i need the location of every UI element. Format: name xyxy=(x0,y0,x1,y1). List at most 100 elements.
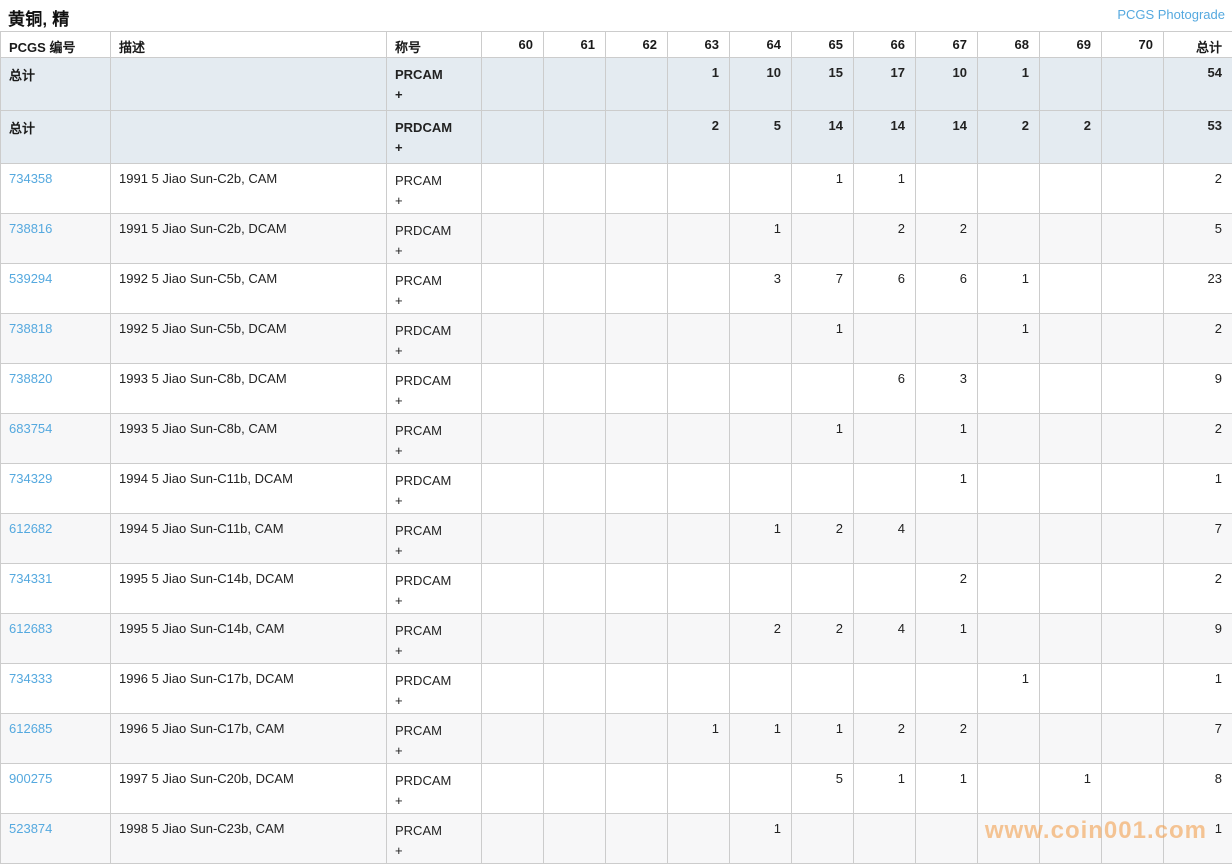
pcgs-number-link[interactable]: 738816 xyxy=(9,221,53,236)
grade-count-cell: 2 xyxy=(915,563,978,614)
coin-row: 612683 1995 5 Jiao Sun-C14b, CAM PRCAM +… xyxy=(0,613,1232,664)
grade-count-cell: 1 xyxy=(729,513,792,564)
grade-count-cell xyxy=(481,613,544,664)
grade-count-cell xyxy=(1101,613,1164,664)
pcgs-number-link[interactable]: 738818 xyxy=(9,321,53,336)
pcgs-number-link[interactable]: 734329 xyxy=(9,471,53,486)
grade-count-cell xyxy=(1101,110,1164,164)
total-count-cell: 2 xyxy=(1163,413,1232,464)
pcgs-number-link[interactable]: 683754 xyxy=(9,421,53,436)
grade-count-cell xyxy=(481,563,544,614)
total-row-designation: PRCAM + xyxy=(386,57,482,111)
grade-count-cell: 1 xyxy=(791,713,854,764)
grade-count-cell: 17 xyxy=(853,57,916,111)
total-count-cell: 1 xyxy=(1163,463,1232,514)
coin-row: 734358 1991 5 Jiao Sun-C2b, CAM PRCAM + … xyxy=(0,163,1232,214)
grade-count-cell: 6 xyxy=(853,363,916,414)
grade-count-cell xyxy=(1101,363,1164,414)
coin-designation: PRDCAM + xyxy=(386,313,482,364)
coin-description: 1998 5 Jiao Sun-C23b, CAM xyxy=(110,813,387,864)
pcgs-number-link[interactable]: 539294 xyxy=(9,271,53,286)
grade-count-cell xyxy=(543,57,606,111)
pcgs-number-link[interactable]: 734358 xyxy=(9,171,53,186)
col-header-grade-60: 60 xyxy=(481,31,544,58)
grade-count-cell xyxy=(667,163,730,214)
grade-count-cell xyxy=(1101,813,1164,864)
grade-count-cell xyxy=(605,263,668,314)
coin-designation: PRDCAM + xyxy=(386,663,482,714)
pcgs-number-link[interactable]: 612683 xyxy=(9,621,53,636)
grade-count-cell: 4 xyxy=(853,513,916,564)
grade-count-cell xyxy=(1039,713,1102,764)
grade-count-cell xyxy=(1039,463,1102,514)
grade-count-cell xyxy=(1101,513,1164,564)
coin-designation: PRCAM + xyxy=(386,263,482,314)
coin-row: 738820 1993 5 Jiao Sun-C8b, DCAM PRDCAM … xyxy=(0,363,1232,414)
col-header-total: 总计 xyxy=(1163,31,1232,58)
col-header-grade-65: 65 xyxy=(791,31,854,58)
pcgs-number-link[interactable]: 738820 xyxy=(9,371,53,386)
grade-count-cell xyxy=(1101,413,1164,464)
grade-count-cell xyxy=(853,563,916,614)
coin-designation: PRDCAM + xyxy=(386,563,482,614)
pcgs-number-link[interactable]: 612682 xyxy=(9,521,53,536)
total-count-cell: 2 xyxy=(1163,563,1232,614)
grade-count-cell: 1 xyxy=(915,463,978,514)
pcgs-number-link[interactable]: 612685 xyxy=(9,721,53,736)
grade-count-cell xyxy=(977,463,1040,514)
grade-count-cell xyxy=(977,613,1040,664)
coin-description: 1994 5 Jiao Sun-C11b, CAM xyxy=(110,513,387,564)
coin-row: 683754 1993 5 Jiao Sun-C8b, CAM PRCAM + … xyxy=(0,413,1232,464)
pcgs-number-link[interactable]: 900275 xyxy=(9,771,53,786)
grade-count-cell xyxy=(543,763,606,814)
grade-count-cell: 2 xyxy=(729,613,792,664)
grade-count-cell: 2 xyxy=(853,213,916,264)
grade-count-cell xyxy=(605,413,668,464)
col-header-grade-67: 67 xyxy=(915,31,978,58)
grade-count-cell xyxy=(729,163,792,214)
grade-count-cell: 2 xyxy=(977,110,1040,164)
grade-count-cell xyxy=(481,163,544,214)
grade-count-cell xyxy=(1039,313,1102,364)
grade-count-cell xyxy=(481,110,544,164)
grade-count-cell: 10 xyxy=(729,57,792,111)
coin-description: 1995 5 Jiao Sun-C14b, DCAM xyxy=(110,563,387,614)
grade-count-cell xyxy=(1101,763,1164,814)
grade-count-cell xyxy=(667,463,730,514)
grade-count-cell: 2 xyxy=(791,513,854,564)
col-header-grade-68: 68 xyxy=(977,31,1040,58)
grade-count-cell: 3 xyxy=(915,363,978,414)
grade-count-cell xyxy=(915,313,978,364)
grade-count-cell xyxy=(1101,563,1164,614)
coin-designation: PRCAM + xyxy=(386,613,482,664)
grade-count-cell xyxy=(1039,263,1102,314)
coin-row: 734331 1995 5 Jiao Sun-C14b, DCAM PRDCAM… xyxy=(0,563,1232,614)
grade-count-cell: 14 xyxy=(853,110,916,164)
grade-count-cell xyxy=(1039,163,1102,214)
grade-count-cell: 1 xyxy=(977,663,1040,714)
grade-count-cell xyxy=(1039,613,1102,664)
pcgs-number-link[interactable]: 734333 xyxy=(9,671,53,686)
grade-count-cell xyxy=(543,813,606,864)
grade-count-cell xyxy=(729,413,792,464)
coin-designation: PRDCAM + xyxy=(386,213,482,264)
grade-count-cell xyxy=(481,413,544,464)
photograde-link[interactable]: PCGS Photograde xyxy=(1117,7,1225,22)
grade-count-cell xyxy=(543,463,606,514)
grade-count-cell xyxy=(543,713,606,764)
grade-count-cell: 15 xyxy=(791,57,854,111)
grade-count-cell xyxy=(667,363,730,414)
pcgs-number-link[interactable]: 523874 xyxy=(9,821,53,836)
grade-count-cell: 1 xyxy=(977,313,1040,364)
grade-count-cell xyxy=(1039,57,1102,111)
grade-count-cell xyxy=(977,713,1040,764)
grade-count-cell xyxy=(1039,563,1102,614)
pcgs-number-link[interactable]: 734331 xyxy=(9,571,53,586)
grade-count-cell xyxy=(605,463,668,514)
grade-count-cell xyxy=(667,413,730,464)
grade-count-cell: 7 xyxy=(791,263,854,314)
total-count-cell: 2 xyxy=(1163,313,1232,364)
coin-description: 1996 5 Jiao Sun-C17b, CAM xyxy=(110,713,387,764)
grade-count-cell xyxy=(853,463,916,514)
grade-count-cell xyxy=(1039,413,1102,464)
